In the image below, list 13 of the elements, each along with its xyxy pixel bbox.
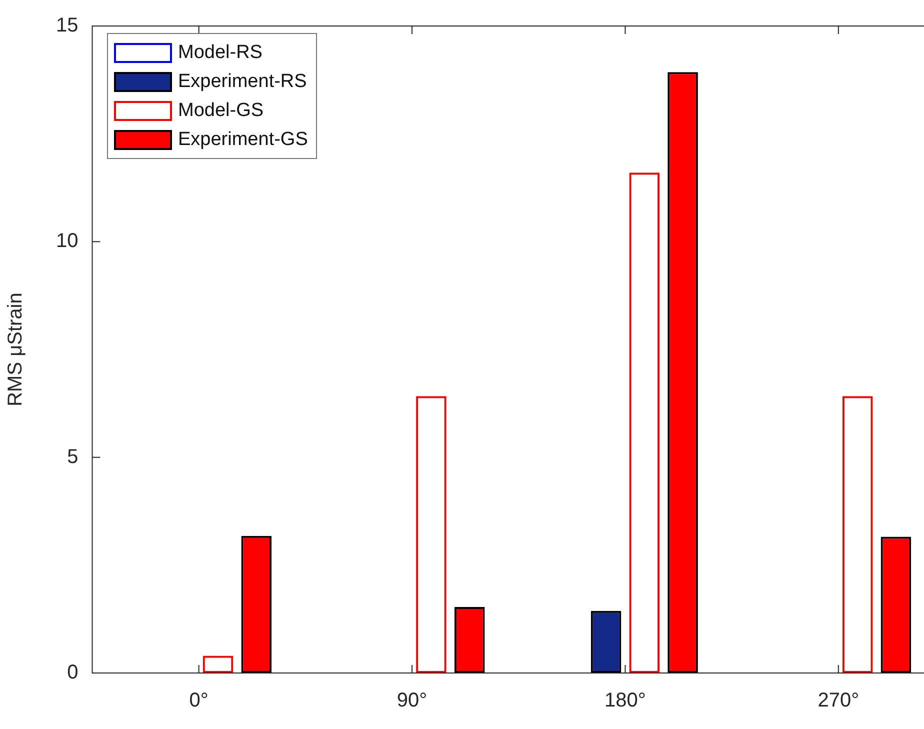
x-tick-label: 180°	[604, 690, 646, 712]
y-axis-title: RMS μStrain	[4, 292, 27, 406]
y-tick-label: 0	[67, 662, 78, 684]
legend-label: Model-GS	[178, 100, 264, 122]
x-tick-label: 0°	[189, 690, 208, 712]
y-tick-label: 15	[56, 14, 78, 37]
legend-label: Experiment-GS	[178, 128, 308, 150]
y-tick-label: 10	[56, 230, 78, 252]
y-tick-label: 5	[67, 446, 78, 468]
legend-label: Experiment-RS	[178, 70, 307, 92]
legend-label: Model-RS	[178, 42, 262, 64]
x-tick-label: 270°	[818, 690, 860, 712]
x-tick-label: 90°	[396, 690, 428, 712]
